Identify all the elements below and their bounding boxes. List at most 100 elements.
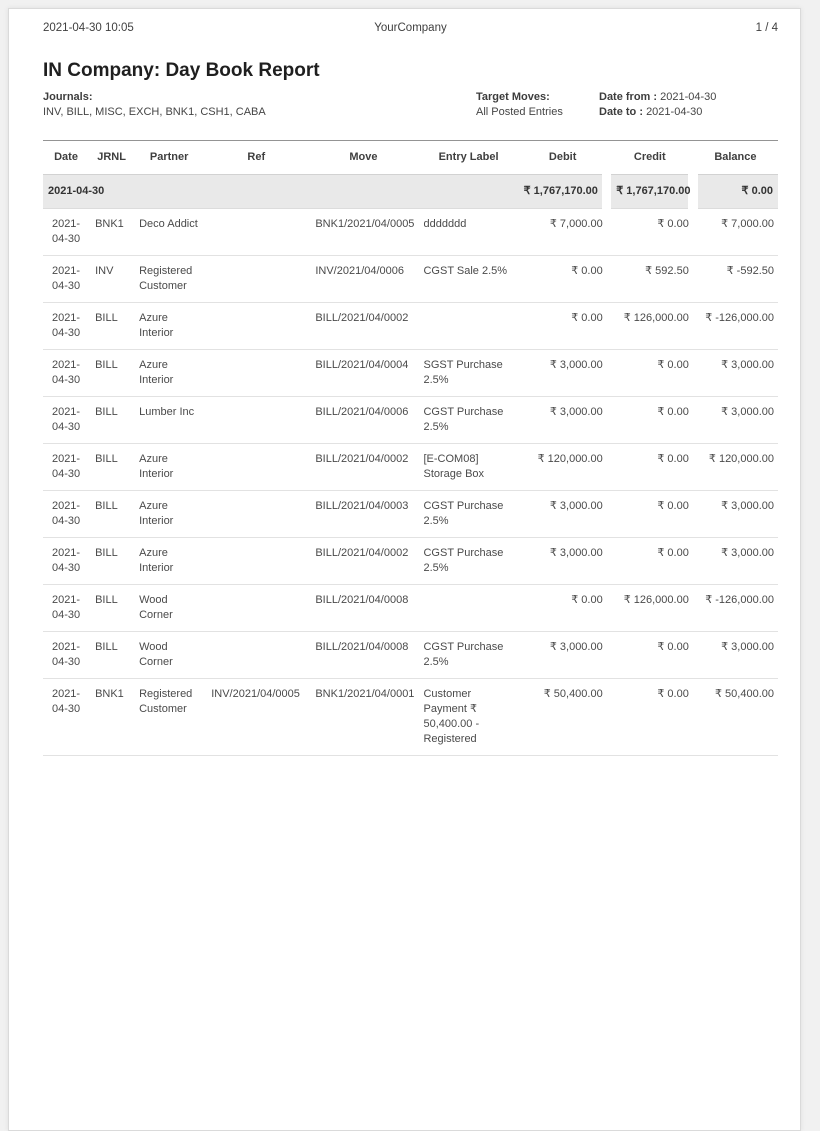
cell-credit: ₹ 0.00: [606, 349, 693, 397]
cell-credit: ₹ 0.00: [606, 678, 693, 756]
col-header-debit: Debit: [518, 140, 607, 175]
cell-move: BILL/2021/04/0006: [308, 396, 419, 444]
cell-ref: [204, 396, 309, 444]
col-header-entry-label: Entry Label: [418, 140, 519, 175]
summary-date: 2021-04-30: [43, 174, 519, 209]
cell-entry-label: SGST Purchase 2.5%: [418, 349, 519, 397]
cell-jrnl: BILL: [89, 584, 135, 632]
print-datetime: 2021-04-30 10:05: [43, 22, 134, 34]
cell-ref: [204, 443, 309, 491]
cell-balance: ₹ 3,000.00: [692, 396, 778, 444]
cell-debit: ₹ 3,000.00: [518, 396, 607, 444]
report-meta: Journals: INV, BILL, MISC, EXCH, BNK1, C…: [43, 90, 778, 120]
col-header-jrnl: JRNL: [89, 140, 135, 175]
cell-jrnl: BNK1: [89, 208, 135, 256]
date-from-label: Date from :: [599, 91, 658, 103]
cell-move: BILL/2021/04/0002: [308, 443, 419, 491]
col-header-ref: Ref: [204, 140, 309, 175]
page-running-header: 2021-04-30 10:05 YourCompany 1 / 4: [43, 21, 778, 36]
cell-ref: [204, 537, 309, 585]
cell-move: BILL/2021/04/0002: [308, 537, 419, 585]
cell-date: 2021-04-30: [43, 349, 90, 397]
cell-jrnl: BILL: [89, 349, 135, 397]
cell-move: BILL/2021/04/0002: [308, 302, 419, 350]
cell-balance: ₹ -126,000.00: [692, 302, 778, 350]
target-moves-label: Target Moves:: [476, 91, 550, 103]
page-number: 1 / 4: [755, 22, 778, 34]
cell-credit: ₹ 126,000.00: [606, 584, 693, 632]
cell-move: BILL/2021/04/0003: [308, 490, 419, 538]
target-moves-value: All Posted Entries: [476, 106, 563, 118]
table-row: 2021-04-30 BILL Wood Corner BILL/2021/04…: [43, 631, 778, 679]
table-row: 2021-04-30 BILL Lumber Inc BILL/2021/04/…: [43, 396, 778, 444]
daybook-table: Date JRNL Partner Ref Move Entry Label D…: [43, 140, 778, 756]
table-row: 2021-04-30 BILL Azure Interior BILL/2021…: [43, 443, 778, 491]
cell-entry-label: CGST Sale 2.5%: [418, 255, 519, 303]
cell-balance: ₹ 3,000.00: [692, 349, 778, 397]
date-to-label: Date to :: [599, 106, 643, 118]
cell-date: 2021-04-30: [43, 302, 90, 350]
cell-balance: ₹ 7,000.00: [692, 208, 778, 256]
cell-entry-label: CGST Purchase 2.5%: [418, 631, 519, 679]
cell-entry-label: CGST Purchase 2.5%: [418, 490, 519, 538]
cell-jrnl: BILL: [89, 631, 135, 679]
cell-date: 2021-04-30: [43, 208, 90, 256]
cell-jrnl: INV: [89, 255, 135, 303]
cell-credit: ₹ 0.00: [606, 208, 693, 256]
cell-credit: ₹ 0.00: [606, 631, 693, 679]
cell-credit: ₹ 0.00: [606, 396, 693, 444]
cell-move: INV/2021/04/0006: [308, 255, 419, 303]
cell-partner: Azure Interior: [134, 490, 205, 538]
date-to-value: 2021-04-30: [646, 106, 703, 118]
cell-jrnl: BILL: [89, 490, 135, 538]
col-header-partner: Partner: [134, 140, 205, 175]
cell-credit: ₹ 0.00: [606, 443, 693, 491]
cell-partner: Azure Interior: [134, 302, 205, 350]
table-body: 2021-04-30 ₹ 1,767,170.00 ₹ 1,767,170.00…: [43, 174, 778, 756]
cell-credit: ₹ 0.00: [606, 490, 693, 538]
cell-entry-label: CGST Purchase 2.5%: [418, 537, 519, 585]
table-row: 2021-04-30 BILL Azure Interior BILL/2021…: [43, 490, 778, 538]
cell-ref: [204, 631, 309, 679]
cell-balance: ₹ -592.50: [692, 255, 778, 303]
cell-date: 2021-04-30: [43, 396, 90, 444]
cell-date: 2021-04-30: [43, 490, 90, 538]
table-row: 2021-04-30 INV Registered Customer INV/2…: [43, 255, 778, 303]
cell-partner: Lumber Inc: [134, 396, 205, 444]
cell-partner: Registered Customer: [134, 678, 205, 756]
cell-date: 2021-04-30: [43, 443, 90, 491]
cell-entry-label: [418, 584, 519, 632]
cell-debit: ₹ 120,000.00: [518, 443, 607, 491]
cell-partner: Registered Customer: [134, 255, 205, 303]
summary-debit: ₹ 1,767,170.00: [518, 174, 607, 209]
cell-debit: ₹ 3,000.00: [518, 537, 607, 585]
journals-block: Journals: INV, BILL, MISC, EXCH, BNK1, C…: [43, 90, 476, 120]
cell-debit: ₹ 3,000.00: [518, 349, 607, 397]
cell-jrnl: BILL: [89, 396, 135, 444]
table-header: Date JRNL Partner Ref Move Entry Label D…: [43, 140, 778, 175]
cell-date: 2021-04-30: [43, 537, 90, 585]
cell-move: BNK1/2021/04/0001: [308, 678, 419, 756]
date-from-value: 2021-04-30: [660, 91, 717, 103]
company-name: YourCompany: [374, 22, 447, 34]
cell-move: BILL/2021/04/0008: [308, 584, 419, 632]
target-moves-block: Target Moves: All Posted Entries: [476, 90, 599, 120]
cell-ref: [204, 584, 309, 632]
table-row: 2021-04-30 BILL Azure Interior BILL/2021…: [43, 302, 778, 350]
cell-date: 2021-04-30: [43, 631, 90, 679]
col-header-date: Date: [43, 140, 90, 175]
cell-debit: ₹ 50,400.00: [518, 678, 607, 756]
cell-ref: [204, 490, 309, 538]
cell-entry-label: ddddddd: [418, 208, 519, 256]
cell-balance: ₹ 120,000.00: [692, 443, 778, 491]
report-page: 2021-04-30 10:05 YourCompany 1 / 4 IN Co…: [8, 8, 801, 1131]
cell-ref: [204, 255, 309, 303]
dates-block: Date from : 2021-04-30 Date to : 2021-04…: [599, 90, 778, 120]
cell-debit: ₹ 3,000.00: [518, 631, 607, 679]
cell-credit: ₹ 592.50: [606, 255, 693, 303]
cell-ref: [204, 302, 309, 350]
cell-debit: ₹ 3,000.00: [518, 490, 607, 538]
cell-debit: ₹ 0.00: [518, 302, 607, 350]
cell-ref: [204, 208, 309, 256]
date-to-line: Date to : 2021-04-30: [599, 105, 778, 120]
